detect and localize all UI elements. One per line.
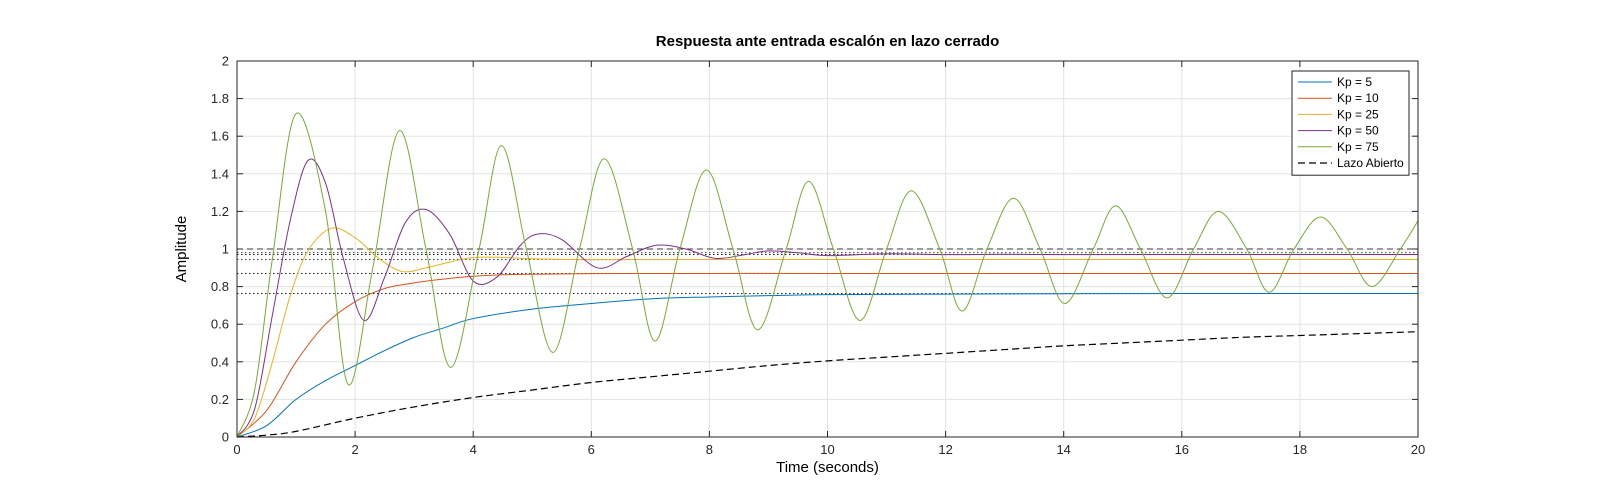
legend-entry: Kp = 5 bbox=[1337, 75, 1372, 89]
x-tick-label: 4 bbox=[470, 442, 477, 457]
x-tick-label: 6 bbox=[588, 442, 595, 457]
series-line-kp-75 bbox=[236, 112, 1419, 438]
y-tick-label: 1.4 bbox=[211, 166, 229, 181]
legend: Kp = 5 Kp = 10 Kp = 25 Kp = 50 Kp = 75 Lazo A… bbox=[1291, 70, 1410, 176]
x-tick-label: 14 bbox=[1056, 442, 1070, 457]
x-tick-label: 12 bbox=[938, 442, 952, 457]
series-line-kp-5 bbox=[236, 293, 1418, 438]
y-tick-label: 1.6 bbox=[211, 129, 229, 144]
y-tick-label: 0 bbox=[222, 430, 229, 445]
x-tick-label: 10 bbox=[820, 442, 834, 457]
series-line-lazo-abierto bbox=[236, 331, 1419, 438]
legend-entry: Lazo Abierto bbox=[1337, 156, 1404, 170]
y-tick-label: 0.2 bbox=[211, 392, 229, 407]
y-tick-label: 1 bbox=[222, 242, 229, 257]
legend-entry: Kp = 25 bbox=[1337, 107, 1379, 121]
x-tick-label: 16 bbox=[1175, 442, 1189, 457]
y-tick-label: 1.8 bbox=[211, 91, 229, 106]
x-tick-label: 2 bbox=[351, 442, 358, 457]
series-line-kp-25 bbox=[236, 227, 1418, 438]
y-tick-label: 1.2 bbox=[211, 204, 229, 219]
x-tick-label: 8 bbox=[706, 442, 713, 457]
y-axis-label: Amplitude bbox=[173, 216, 190, 283]
y-tick-label: 0.4 bbox=[211, 354, 229, 369]
chart-title: Respuesta ante entrada escalón en lazo c… bbox=[656, 33, 999, 50]
legend-entry: Kp = 75 bbox=[1337, 140, 1379, 154]
legend-entry: Kp = 50 bbox=[1337, 124, 1379, 138]
series-line-kp-50 bbox=[236, 158, 1418, 438]
x-tick-label: 18 bbox=[1293, 442, 1307, 457]
x-axis-label: Time (seconds) bbox=[776, 459, 879, 476]
axis-ticks: 0 2 4 6 8 10 12 14 16 18 20 0 0.2 0.4 0.6 0.8 1 1.2 1.4 1.6… bbox=[211, 54, 1425, 458]
y-tick-label: 0.6 bbox=[211, 317, 229, 332]
series-lines bbox=[236, 112, 1419, 438]
x-tick-label: 20 bbox=[1411, 442, 1425, 457]
y-tick-label: 0.8 bbox=[211, 279, 229, 294]
legend-entry: Kp = 10 bbox=[1337, 91, 1379, 105]
legend-box bbox=[1291, 70, 1410, 176]
x-tick-label: 0 bbox=[233, 442, 240, 457]
y-tick-label: 2 bbox=[222, 54, 229, 69]
